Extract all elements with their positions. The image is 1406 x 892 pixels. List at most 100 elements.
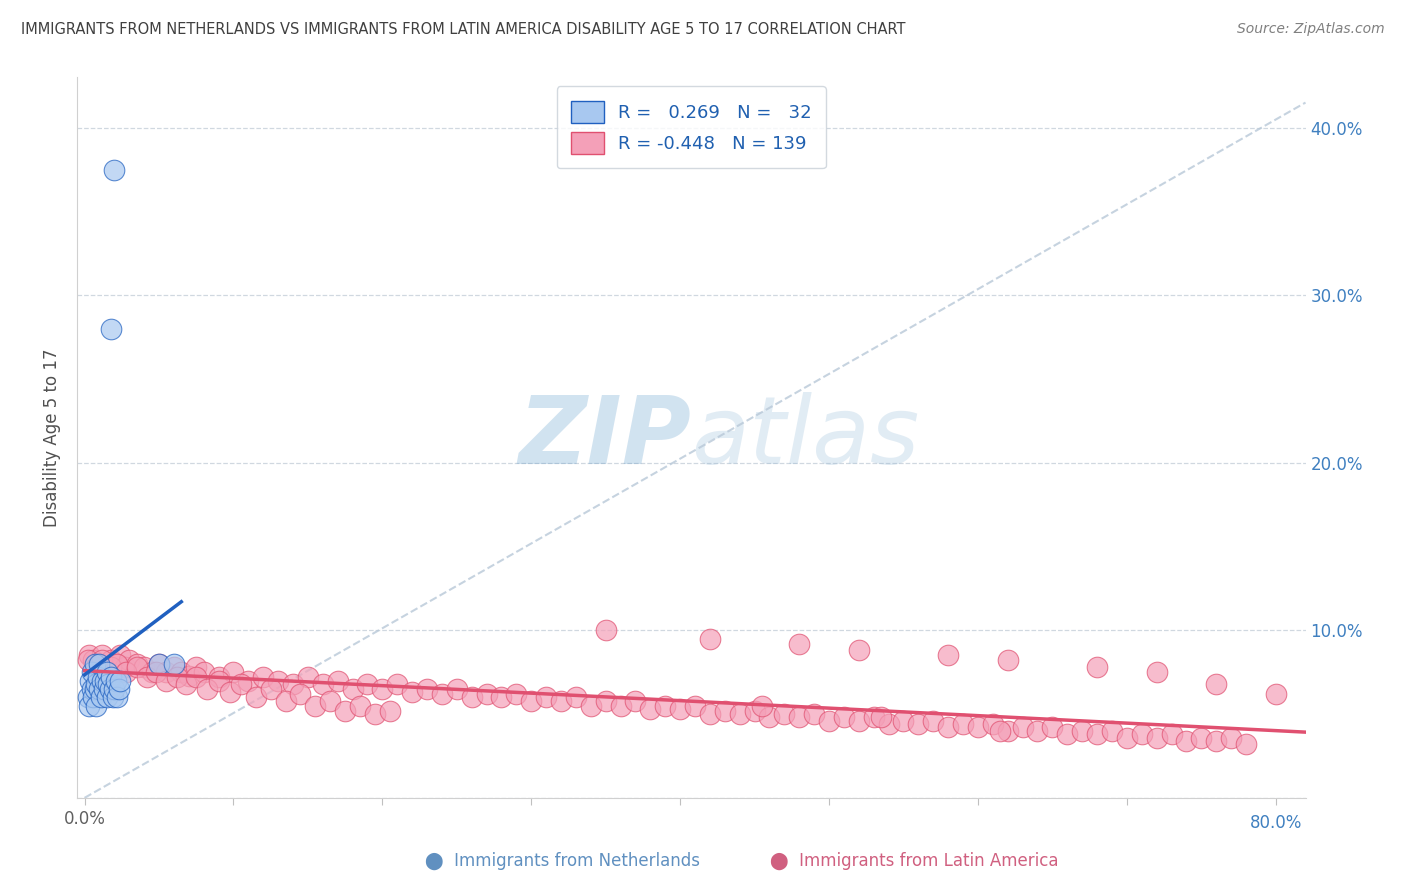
Point [356,677,378,691]
Point [219,685,242,699]
Point [1146,665,1168,680]
Point [136,670,159,684]
Point [114,660,136,674]
Point [491,690,513,705]
Point [848,643,870,657]
Point [100,322,122,336]
Point [245,690,267,705]
Point [222,665,245,680]
Point [89,681,111,696]
Point [91,648,114,663]
Point [290,687,312,701]
Point [714,704,737,718]
Point [207,670,229,684]
Point [94,673,117,688]
Point [952,717,974,731]
Point [91,673,114,688]
Text: ⬤  Immigrants from Netherlands: ⬤ Immigrants from Netherlands [425,852,700,870]
Point [207,673,229,688]
Point [195,681,218,696]
Point [475,687,498,701]
Point [96,660,118,674]
Point [155,673,177,688]
Point [446,681,468,696]
Point [430,687,453,701]
Point [922,714,945,728]
Point [907,717,929,731]
Point [936,721,959,735]
Point [96,690,118,705]
Point [186,670,208,684]
Point [333,704,356,718]
Point [342,681,364,696]
Point [103,681,125,696]
Point [565,690,588,705]
Point [312,677,335,691]
Point [505,687,527,701]
Point [579,698,602,713]
Point [1264,687,1286,701]
Point [773,707,796,722]
Point [683,698,706,713]
Text: 80.0%: 80.0% [1250,814,1302,832]
Point [787,710,810,724]
Point [699,707,721,722]
Point [100,670,122,684]
Point [100,660,122,674]
Point [787,637,810,651]
Point [877,717,900,731]
Point [101,690,124,705]
Point [534,690,557,705]
Point [84,681,107,696]
Point [86,677,108,691]
Point [104,657,127,671]
Point [550,694,572,708]
Text: atlas: atlas [692,392,920,483]
Point [870,710,893,724]
Point [86,660,108,674]
Point [981,717,1004,731]
Point [82,653,104,667]
Point [401,685,423,699]
Point [93,681,115,696]
Point [77,648,100,663]
Legend: R =   0.269   N =   32, R = -0.448   N = 139: R = 0.269 N = 32, R = -0.448 N = 139 [557,87,827,169]
Point [76,690,98,705]
Point [988,723,1011,738]
Point [148,657,170,671]
Point [177,668,200,682]
Point [1101,723,1123,738]
Point [91,653,114,667]
Point [115,665,138,680]
Point [104,673,127,688]
Point [229,677,252,691]
Point [654,698,676,713]
Point [155,665,177,680]
Point [371,681,394,696]
Point [118,653,141,667]
Point [1085,727,1108,741]
Point [1189,731,1212,745]
Point [297,670,319,684]
Point [267,673,290,688]
Point [848,714,870,728]
Point [260,681,283,696]
Point [274,694,297,708]
Point [1175,734,1198,748]
Point [751,698,773,713]
Point [98,681,121,696]
Point [1205,677,1227,691]
Point [387,677,409,691]
Point [110,673,132,688]
Point [87,670,110,684]
Point [163,657,186,671]
Point [378,704,401,718]
Point [82,690,104,705]
Text: ZIP: ZIP [519,392,692,483]
Point [238,673,260,688]
Point [1056,727,1078,741]
Point [252,670,274,684]
Text: Source: ZipAtlas.com: Source: ZipAtlas.com [1237,22,1385,37]
Point [186,660,208,674]
Point [319,694,342,708]
